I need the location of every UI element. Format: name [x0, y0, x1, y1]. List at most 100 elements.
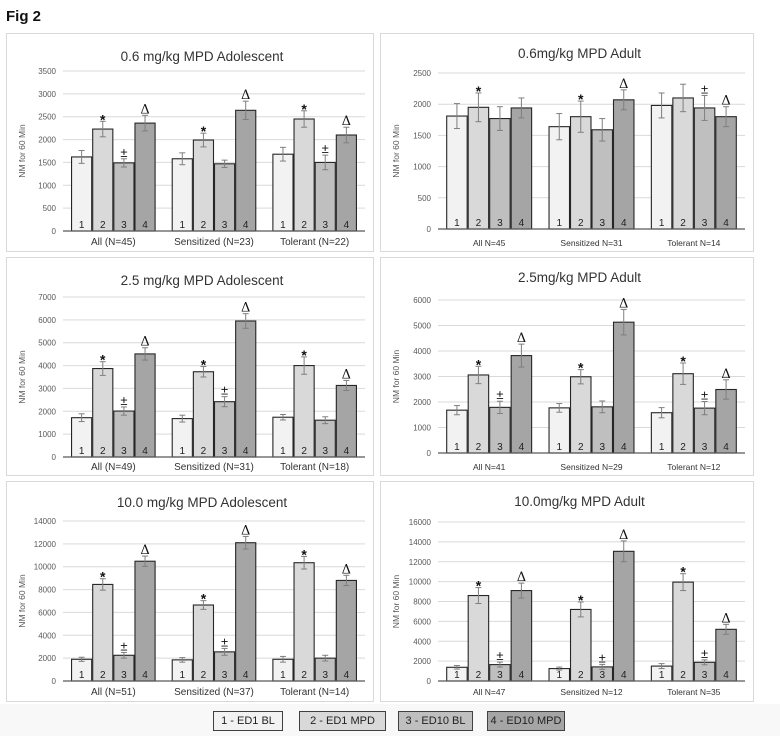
significance-marker: Δ: [619, 528, 628, 543]
bar-number-label: 3: [121, 670, 127, 681]
chart-title: 2.5 mg/kg MPD Adolescent: [121, 273, 284, 288]
bar-number-label: 2: [476, 670, 482, 681]
significance-marker: *: [680, 564, 686, 580]
legend-item-ed10-bl: 3 - ED10 BL: [398, 711, 473, 731]
y-tick-label: 14000: [409, 538, 432, 547]
bar-number-label: 4: [142, 446, 148, 457]
significance-marker: *: [476, 83, 482, 99]
bar-number-label: 2: [476, 442, 482, 453]
y-tick-label: 6000: [413, 296, 431, 305]
bar-number-label: 4: [723, 442, 729, 453]
significance-marker: *: [578, 360, 584, 376]
chart-panel-10-adult: 10.0mg/kg MPD Adult NM for 60 Min 0 2000 400…: [380, 481, 754, 702]
bar: [672, 97, 694, 230]
y-tick-label: 3000: [38, 90, 56, 99]
y-tick-label: 12000: [34, 540, 57, 549]
x-category-label: Sensitized (N=23): [174, 237, 254, 248]
y-axis-label: NM for 60 Min: [17, 124, 27, 178]
significance-marker: ±: [496, 387, 503, 402]
bar-number-label: 2: [301, 220, 307, 231]
chart-title: 0.6mg/kg MPD Adult: [518, 46, 641, 61]
y-tick-label: 1500: [38, 158, 56, 167]
significance-marker: *: [100, 352, 106, 368]
y-tick-label: 16000: [409, 518, 432, 527]
x-category-label: All N=45: [473, 238, 506, 248]
significance-marker: Δ: [619, 296, 628, 311]
bar-number-label: 1: [280, 220, 286, 231]
bar-number-label: 2: [476, 218, 482, 229]
bar-number-label: 3: [222, 670, 228, 681]
bar-number-label: 3: [497, 670, 503, 681]
y-tick-label: 2000: [413, 657, 431, 666]
bar: [715, 116, 737, 230]
y-tick-label: 1000: [38, 430, 56, 439]
bar: [235, 542, 257, 682]
y-tick-label: 500: [43, 204, 57, 213]
bar-number-label: 1: [556, 442, 562, 453]
significance-marker: *: [476, 578, 482, 594]
chart-svg: 0.6 mg/kg MPD Adolescent NM for 60 Min 0 50…: [17, 49, 365, 248]
significance-marker: *: [301, 546, 307, 562]
bar-number-label: 4: [621, 442, 627, 453]
significance-marker: Δ: [241, 523, 250, 538]
significance-marker: ±: [322, 141, 329, 156]
y-tick-label: 4000: [413, 637, 431, 646]
x-category-label: All (N=51): [91, 687, 136, 698]
bar-number-label: 2: [201, 670, 207, 681]
significance-marker: Δ: [721, 94, 730, 109]
bar: [293, 118, 315, 232]
bar: [650, 104, 673, 230]
bar-number-label: 2: [680, 442, 686, 453]
y-axis-label: NM for 60 Min: [17, 574, 27, 628]
significance-marker: ±: [120, 145, 127, 160]
y-tick-label: 0: [427, 677, 432, 686]
y-tick-label: 0: [52, 453, 57, 462]
bar-number-label: 4: [519, 670, 525, 681]
x-category-label: Tolerant N=12: [667, 462, 720, 472]
significance-marker: Δ: [241, 88, 250, 103]
y-tick-label: 3000: [38, 384, 56, 393]
bar: [612, 321, 635, 454]
bar: [192, 371, 215, 458]
significance-marker: Δ: [342, 367, 351, 382]
y-tick-label: 10000: [409, 578, 432, 587]
y-tick-label: 14000: [34, 517, 57, 526]
bar: [467, 594, 490, 682]
x-category-label: Sensitized N=31: [560, 238, 622, 248]
bar-number-label: 4: [142, 670, 148, 681]
bar-number-label: 4: [243, 670, 249, 681]
bar: [510, 590, 533, 682]
significance-marker: *: [301, 101, 307, 117]
chart-title: 10.0mg/kg MPD Adult: [514, 494, 645, 509]
chart-panel-2-5-adolescent: 2.5 mg/kg MPD Adolescent NM for 60 Min 0 10…: [6, 257, 374, 476]
significance-marker: *: [201, 123, 207, 139]
bar-number-label: 2: [100, 670, 106, 681]
bar-number-label: 1: [280, 670, 286, 681]
significance-marker: Δ: [517, 331, 526, 346]
y-tick-label: 0: [52, 227, 57, 236]
y-tick-label: 500: [418, 194, 432, 203]
x-category-label: Tolerant (N=14): [280, 687, 349, 698]
chart-title: 0.6 mg/kg MPD Adolescent: [121, 49, 284, 64]
chart-panel-0-6-adolescent: 0.6 mg/kg MPD Adolescent NM for 60 Min 0 50…: [6, 33, 374, 252]
significance-marker: ±: [120, 393, 127, 408]
y-tick-label: 0: [52, 677, 57, 686]
significance-marker: Δ: [619, 77, 628, 92]
y-tick-label: 4000: [38, 362, 56, 371]
y-tick-label: 2000: [38, 407, 56, 416]
y-tick-label: 0: [427, 225, 432, 234]
bar-number-label: 3: [497, 218, 503, 229]
x-category-label: Sensitized N=12: [560, 687, 622, 697]
bar-number-label: 1: [659, 442, 665, 453]
legend-area: [0, 704, 780, 736]
bar: [467, 106, 490, 230]
chart-panel-10-adolescent: 10.0 mg/kg MPD Adolescent NM for 60 Min 0 2…: [6, 481, 374, 702]
y-tick-label: 1000: [413, 163, 431, 172]
chart-svg: 10.0 mg/kg MPD Adolescent NM for 60 Min 0 2…: [17, 495, 365, 698]
bar: [235, 109, 257, 232]
significance-marker: ±: [701, 81, 708, 96]
significance-marker: *: [476, 356, 482, 372]
significance-marker: Δ: [342, 562, 351, 577]
bar-number-label: 3: [702, 218, 708, 229]
significance-marker: ±: [221, 383, 228, 398]
